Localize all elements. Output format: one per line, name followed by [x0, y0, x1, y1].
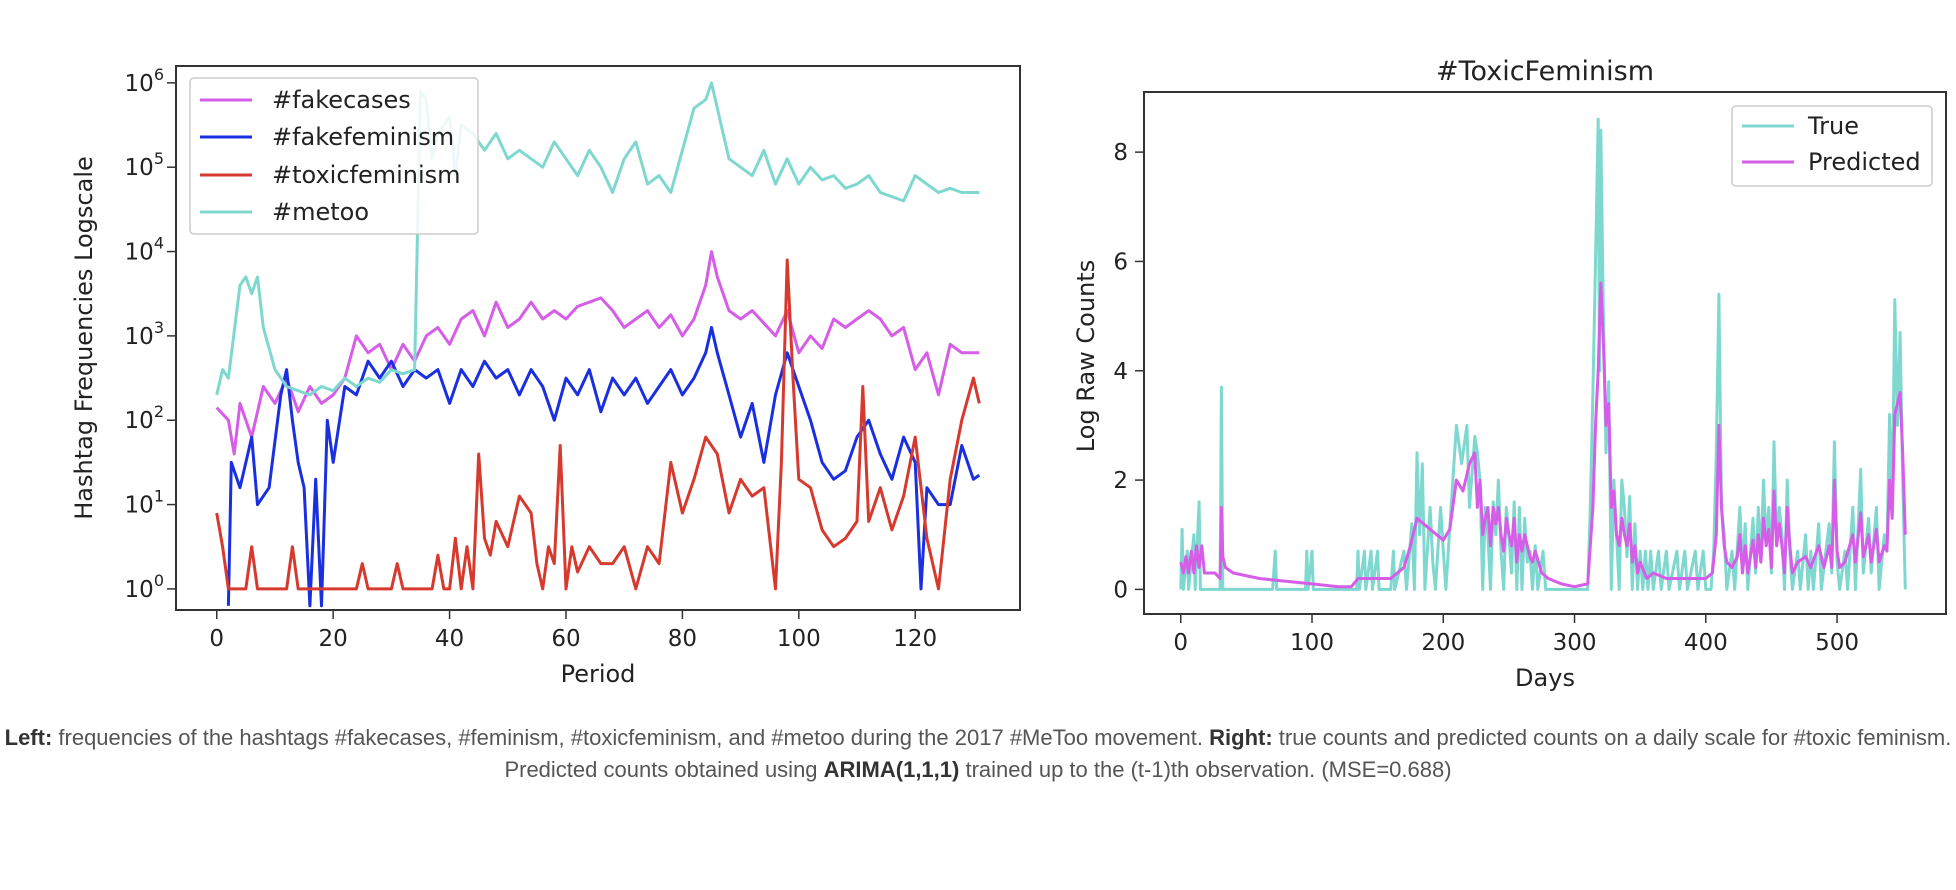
x-tick-label: 80: [668, 626, 697, 652]
legend-label-metoo: #metoo: [272, 198, 369, 226]
series-line-true: [1179, 117, 1907, 591]
series-line-metoo: [215, 81, 980, 397]
legend-label-true: True: [1807, 112, 1859, 140]
toxicfeminism-x-axis-label: Days: [1515, 664, 1575, 692]
toxicfeminism-y-axis-label: Log Raw Counts: [1072, 260, 1100, 452]
x-tick-label: 60: [551, 626, 580, 652]
y-tick-label: 4: [1113, 359, 1128, 385]
hashtag-frequency-y-axis-label: Hashtag Frequencies Logscale: [70, 156, 98, 520]
series-line-fakefeminism: [226, 326, 981, 608]
y-tick-label: 101: [125, 487, 164, 519]
series-line-predicted: [1179, 281, 1907, 589]
caption-left-text: frequencies of the hashtags #fakecases, …: [52, 725, 1210, 750]
y-tick-label: 103: [125, 318, 164, 350]
caption-model-text: trained up to the (t-1)th observation. (…: [959, 757, 1452, 782]
toxicfeminism-prediction-chart: 0 100 200 300 400 500 0 2 4 6 8 #ToxicFeminism Day…: [1072, 56, 1947, 692]
caption-model-label: ARIMA(1,1,1): [823, 757, 960, 782]
y-tick-label: 102: [125, 402, 164, 434]
hashtag-frequency-plot-area: [215, 81, 981, 608]
y-tick-label: 105: [125, 149, 164, 181]
y-tick-label: 8: [1113, 140, 1128, 166]
x-tick-label: 120: [893, 626, 937, 652]
caption-right-text: true counts and predicted counts on a da…: [504, 725, 1952, 782]
toxicfeminism-plot-area: [1179, 117, 1907, 591]
series-line-fakecases: [215, 250, 980, 456]
x-tick-label: 0: [1173, 630, 1188, 656]
caption-left-label: Left:: [4, 725, 53, 750]
figure-caption: Left: frequencies of the hashtags #fakec…: [0, 722, 1956, 786]
caption-right-label: Right:: [1209, 725, 1273, 750]
legend-label-toxicfeminism: #toxicfeminism: [272, 161, 461, 189]
legend-box: [189, 77, 479, 235]
x-tick-label: 100: [1290, 630, 1334, 656]
hashtag-frequency-plot-frame: [175, 65, 1021, 611]
y-tick-label: 6: [1113, 249, 1128, 275]
x-tick-label: 0: [209, 626, 224, 652]
x-tick-label: 200: [1421, 630, 1465, 656]
legend-label-fakecases: #fakecases: [272, 86, 411, 114]
x-tick-label: 500: [1815, 630, 1859, 656]
hashtag-frequency-legend: #fakecases #fakefeminism #toxicfeminism …: [189, 77, 479, 235]
x-tick-label: 300: [1553, 630, 1597, 656]
toxicfeminism-chart-title: #ToxicFeminism: [1436, 56, 1654, 87]
y-tick-label: 2: [1113, 468, 1128, 494]
x-tick-label: 400: [1684, 630, 1728, 656]
x-tick-label: 40: [435, 626, 464, 652]
toxicfeminism-axes: 0 100 200 300 400 500 0 2 4 6 8: [1113, 140, 1859, 656]
toxicfeminism-plot-frame: [1143, 91, 1947, 615]
legend-label-predicted: Predicted: [1808, 148, 1921, 176]
y-tick-label: 106: [125, 65, 164, 97]
hashtag-frequency-x-axis-label: Period: [561, 660, 636, 688]
y-tick-label: 100: [125, 571, 164, 603]
y-tick-label: 0: [1113, 577, 1128, 603]
toxicfeminism-legend: True Predicted: [1731, 105, 1933, 187]
hashtag-frequency-chart: 0 20 40 60 80 100 120 100 101 102 103 104 105 106 Per…: [70, 65, 1021, 688]
x-tick-label: 100: [777, 626, 821, 652]
y-tick-label: 104: [125, 234, 164, 266]
hashtag-frequency-axes: 0 20 40 60 80 100 120 100 101 102 103 104 105 106: [125, 65, 938, 652]
legend-label-fakefeminism: #fakefeminism: [272, 123, 454, 151]
x-tick-label: 20: [319, 626, 348, 652]
series-line-toxicfeminism: [215, 258, 981, 591]
